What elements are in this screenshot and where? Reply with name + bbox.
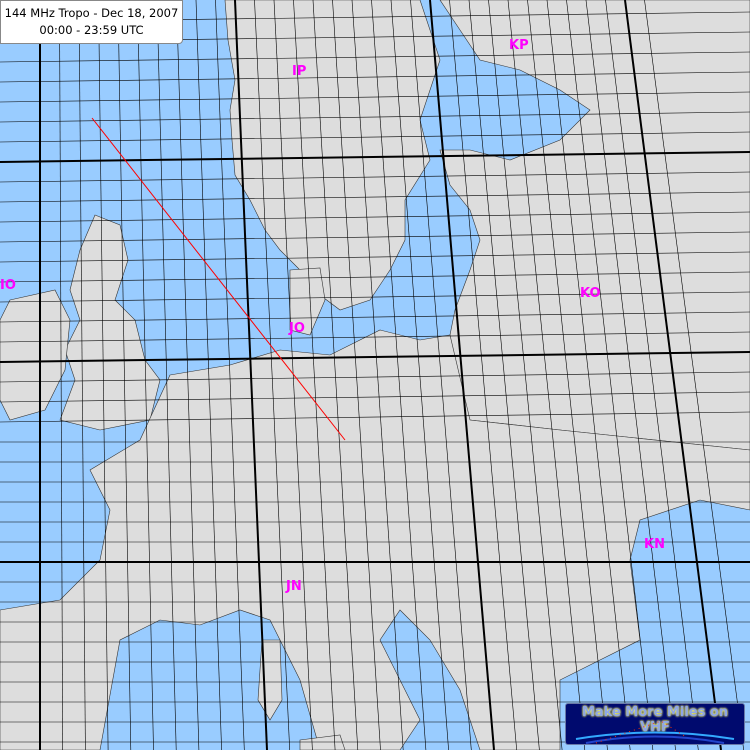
square-line [585, 0, 676, 750]
square-line [0, 231, 750, 243]
square-line [98, 0, 109, 750]
square-line [0, 271, 750, 283]
map-title: 144 MHz Tropo - Dec 18, 2007 00:00 - 23:… [0, 0, 183, 44]
square-line [195, 0, 222, 750]
title-line2: 00:00 - 23:59 UTC [39, 23, 144, 37]
square-line [566, 0, 654, 750]
field-label-io: IO [0, 278, 16, 293]
tropo-path [91, 117, 346, 441]
square-line [273, 0, 313, 750]
square-line [293, 0, 336, 750]
square-line [156, 0, 177, 750]
square-line [605, 0, 699, 750]
logo-text: Make More Miles on VHF [581, 705, 729, 735]
square-line [0, 191, 750, 203]
logo-horizon [575, 720, 735, 744]
square-line [644, 0, 744, 750]
square-line [0, 311, 750, 323]
field-label-ko: KO [580, 286, 601, 301]
square-line [0, 111, 750, 123]
square-line [0, 251, 750, 263]
square-line [0, 411, 750, 423]
finland-russia [439, 0, 750, 451]
square-line [390, 0, 449, 750]
square-line [0, 171, 750, 183]
square-line [254, 0, 290, 750]
scandinavia [224, 0, 441, 311]
square-line [215, 0, 245, 750]
field-label-kp: KP [509, 38, 529, 53]
field-label-kn: KN [644, 537, 665, 552]
field-label-ip: IP [292, 64, 306, 79]
square-line [0, 331, 750, 343]
title-line1: 144 MHz Tropo - Dec 18, 2007 [4, 6, 179, 20]
square-line [410, 0, 472, 750]
square-line [546, 0, 631, 750]
square-line [0, 91, 750, 103]
square-line [117, 0, 132, 750]
square-line [332, 0, 381, 750]
square-line [0, 371, 750, 383]
sicily [299, 734, 346, 750]
square-line [137, 0, 154, 750]
square-line [351, 0, 404, 750]
make-more-miles-logo[interactable]: Make More Miles on VHF [565, 703, 745, 745]
corsica-sardinia [257, 639, 283, 721]
ireland [0, 289, 71, 421]
great-britain [59, 214, 161, 431]
square-line [78, 0, 86, 750]
field-boundary [429, 0, 495, 750]
square-line [0, 391, 750, 403]
field-label-jo: JO [288, 321, 305, 336]
square-line [176, 0, 200, 750]
field-boundary [624, 0, 722, 750]
square-line [449, 0, 517, 750]
field-boundary [234, 0, 268, 750]
field-boundary [0, 351, 750, 363]
square-line [312, 0, 359, 750]
square-line [0, 131, 750, 143]
square-line [527, 0, 608, 750]
square-line [0, 51, 750, 63]
square-line [371, 0, 427, 750]
square-line [0, 291, 750, 303]
square-line [59, 0, 63, 750]
square-line [0, 71, 750, 83]
square-line [0, 211, 750, 223]
field-label-jn: JN [285, 579, 302, 594]
